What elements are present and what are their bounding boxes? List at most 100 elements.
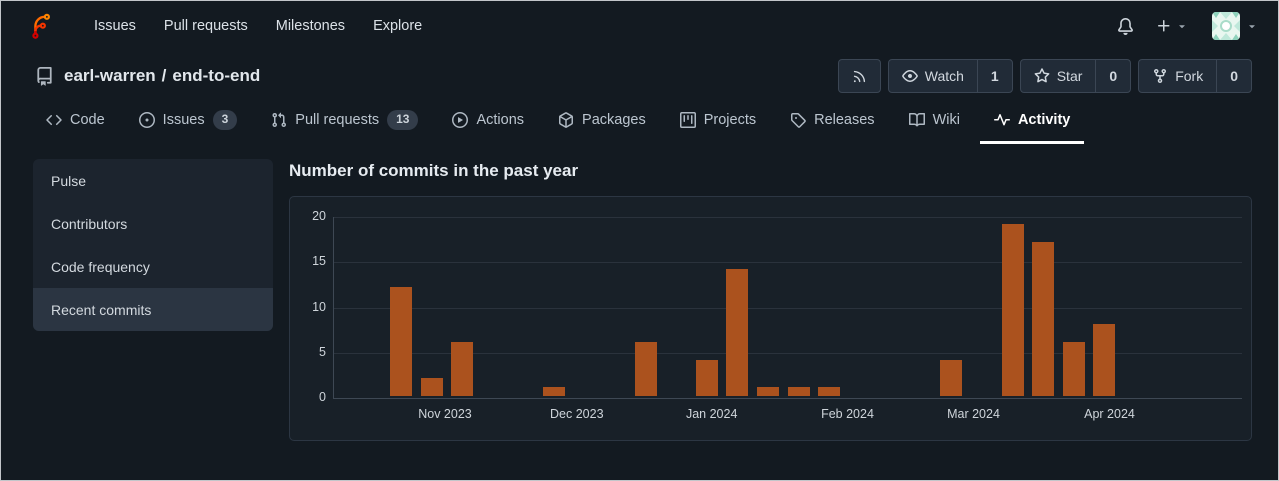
gridline	[333, 217, 1242, 218]
y-tick-label: 0	[319, 390, 326, 404]
star-icon	[1034, 68, 1050, 84]
repo-tabs: Code Issues 3 Pull requests 13 Actions Package…	[1, 99, 1278, 144]
tab-code[interactable]: Code	[32, 99, 119, 144]
watch-count[interactable]: 1	[976, 60, 1012, 92]
star-button: Star 0	[1019, 59, 1132, 93]
rss-icon	[839, 60, 880, 92]
tab-label: Issues	[162, 112, 205, 128]
create-new-button[interactable]	[1152, 14, 1192, 38]
tab-label: Projects	[703, 112, 757, 128]
fork-action[interactable]: Fork	[1139, 60, 1216, 92]
project-icon	[679, 112, 696, 128]
notifications-bell-icon[interactable]	[1113, 14, 1138, 39]
nav-link-milestones[interactable]: Milestones	[275, 18, 346, 34]
forgejo-logo-icon[interactable]	[29, 13, 56, 40]
commit-bar-week-21	[1032, 242, 1055, 396]
pulse-icon	[993, 112, 1010, 128]
tag-icon	[790, 112, 806, 128]
y-axis-line	[333, 217, 334, 399]
x-tick-label-apr-2024: Apr 2024	[1084, 407, 1135, 421]
tab-projects[interactable]: Projects	[666, 99, 770, 144]
repo-forked-icon	[1152, 68, 1168, 84]
sidebar-item-code-frequency[interactable]: Code frequency	[51, 258, 150, 275]
nav-link-explore[interactable]: Explore	[373, 18, 423, 34]
commit-bar-week-22	[1062, 341, 1085, 396]
repo-header: earl-warren / end-to-end Watch 1 Star 0	[1, 51, 1278, 99]
triangle-down-icon	[1176, 20, 1188, 32]
sidebar-item-contributors[interactable]: Contributors	[51, 215, 128, 232]
repo-actions: Watch 1 Star 0 Fork 0	[837, 59, 1252, 93]
user-menu-button[interactable]	[1212, 12, 1258, 40]
tab-releases[interactable]: Releases	[776, 99, 888, 144]
tab-badge-pull-requests: 13	[387, 110, 419, 130]
activity-content: Pulse Contributors Code frequency Recent co…	[1, 144, 1278, 441]
breadcrumb-separator: /	[161, 66, 167, 85]
commit-bar-week-14	[818, 386, 841, 396]
avatar	[1212, 12, 1240, 40]
page-title: Number of commits in the past year	[289, 161, 579, 180]
sidebar-item-recent-commits[interactable]: Recent commits	[33, 288, 273, 331]
star-count[interactable]: 0	[1095, 60, 1130, 92]
tab-activity[interactable]: Activity	[979, 99, 1085, 144]
package-icon	[558, 112, 574, 128]
star-label: Star	[1056, 68, 1083, 84]
tab-label: Pull requests	[295, 112, 380, 128]
rss-button[interactable]	[837, 59, 881, 93]
sidebar-item-pulse[interactable]: Pulse	[51, 172, 87, 189]
tab-label: Packages	[582, 112, 646, 128]
commit-bar-week-5	[542, 386, 565, 396]
topnav-links: Issues Pull requests Milestones Explore	[80, 18, 436, 34]
commit-bar-week-0	[390, 287, 412, 396]
tab-label: Activity	[1017, 112, 1071, 128]
play-icon	[452, 112, 469, 128]
navbar-right	[1113, 12, 1258, 40]
issue-opened-icon	[138, 112, 155, 128]
commit-bar-week-10	[695, 359, 718, 396]
x-tick-label-mar-2024: Mar 2024	[947, 407, 1000, 421]
commits-chart[interactable]: 0 5 10 15 20 Nov 2023 Dec 2023 Jan 2024 Feb 2024…	[289, 196, 1252, 441]
gridline	[333, 307, 1242, 309]
tab-pull-requests[interactable]: Pull requests 13	[257, 99, 432, 144]
gridline	[333, 262, 1242, 264]
book-icon	[908, 112, 925, 128]
tab-label: Releases	[814, 112, 875, 128]
watch-button: Watch 1	[887, 59, 1013, 93]
commit-bar-week-8	[634, 341, 657, 396]
watch-toggle[interactable]: Watch	[889, 60, 977, 92]
tab-badge-issues: 3	[212, 110, 238, 130]
nav-link-issues[interactable]: Issues	[94, 18, 136, 34]
tab-packages[interactable]: Packages	[544, 99, 660, 144]
tab-label: Code	[70, 112, 105, 128]
commit-bar-week-1	[420, 377, 443, 396]
repo-icon	[35, 66, 54, 86]
fork-count[interactable]: 0	[1216, 60, 1251, 92]
x-tick-label-feb-2024: Feb 2024	[821, 407, 874, 421]
y-tick-label: 20	[312, 209, 326, 223]
gridline	[333, 352, 1242, 354]
commit-bar-week-11	[726, 269, 749, 396]
watch-label: Watch	[924, 68, 964, 84]
y-tick-label: 10	[312, 299, 326, 314]
commit-bar-week-18	[940, 359, 963, 396]
repo-name-link[interactable]: end-to-end	[172, 66, 261, 85]
y-tick-label: 15	[312, 254, 326, 269]
repo-owner-link[interactable]: earl-warren	[64, 66, 156, 85]
commit-bar-week-23	[1093, 323, 1116, 396]
x-tick-label-jan-2024: Jan 2024	[685, 407, 738, 421]
code-icon	[46, 112, 62, 128]
x-axis-line	[333, 398, 1242, 399]
tab-wiki[interactable]: Wiki	[895, 99, 974, 144]
star-toggle[interactable]: Star	[1021, 60, 1096, 92]
triangle-down-icon	[1246, 20, 1258, 32]
x-tick-label-dec-2023: Dec 2023	[550, 407, 604, 421]
commit-bar-week-2	[451, 341, 474, 396]
tab-actions[interactable]: Actions	[438, 99, 538, 144]
commit-bar-week-20	[1001, 224, 1024, 396]
activity-sidebar: Pulse Contributors Code frequency Recent co…	[33, 159, 273, 331]
x-tick-label-nov-2023: Nov 2023	[418, 407, 472, 421]
tab-issues[interactable]: Issues 3	[125, 99, 252, 144]
y-tick-label: 5	[319, 344, 326, 359]
main-panel: Number of commits in the past year 0 5 10 1…	[289, 159, 1252, 441]
commit-bar-week-12	[757, 386, 779, 396]
nav-link-pull-requests[interactable]: Pull requests	[163, 18, 248, 34]
